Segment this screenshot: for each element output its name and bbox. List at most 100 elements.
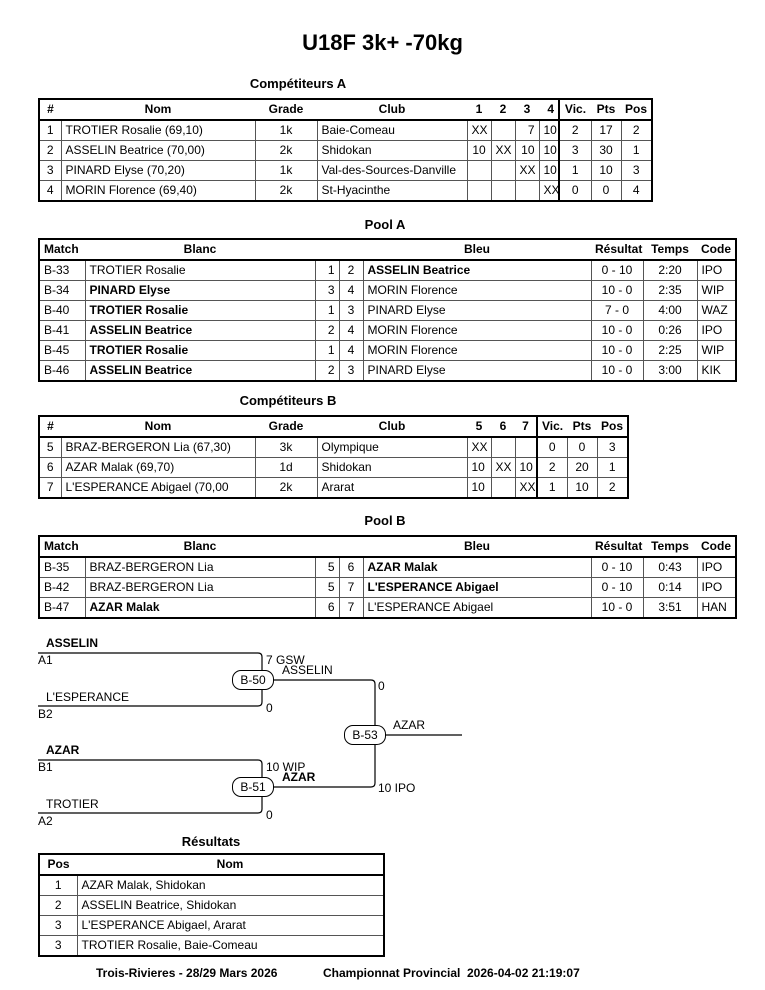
table-cell: 2: [536, 457, 568, 478]
column-header: Blanc: [85, 239, 315, 261]
table-row[interactable]: B-47 AZAR Malak 6 7 L'ESPERANCE Abigael 10 - …: [38, 597, 737, 619]
match-b53-pill[interactable]: B-53: [344, 725, 386, 745]
pool-a-title: Pool A: [364, 217, 406, 232]
table-cell: TROTIER Rosalie: [84, 300, 316, 321]
table-cell: St-Hyacinthe: [316, 180, 468, 202]
column-header: Nom: [61, 416, 255, 438]
column-header: Club: [317, 99, 467, 121]
competitors-a-title: Compétiteurs A: [249, 76, 347, 91]
table-cell: XX: [490, 457, 516, 478]
table-cell: 1: [38, 874, 78, 896]
header-row: Match Blanc Bleu Résultat Temps Code: [39, 239, 736, 261]
table-cell: 20: [566, 457, 598, 478]
table-cell: 1: [596, 457, 629, 478]
table-cell: 1: [558, 160, 592, 181]
column-header: Vic.: [558, 99, 591, 121]
column-header: 1: [467, 99, 491, 121]
competitors-b-title: Compétiteurs B: [239, 393, 337, 408]
table-cell: 2:35: [642, 280, 698, 301]
column-header: Pos: [621, 99, 652, 121]
table-cell: TROTIER Rosalie, Baie-Comeau: [76, 935, 385, 957]
table-cell: WIP: [696, 280, 737, 301]
table-cell: KIK: [696, 360, 737, 382]
table-cell: 1k: [254, 119, 318, 141]
m2-bottom-score: 0: [266, 808, 273, 822]
column-header: Temps: [643, 536, 697, 558]
table-row[interactable]: B-40 TROTIER Rosalie 1 3 PINARD Elyse 7 - 0 4:…: [38, 300, 737, 321]
match-b51-pill[interactable]: B-51: [232, 777, 274, 797]
final-top-score: 0: [378, 679, 385, 693]
table-cell: HAN: [696, 597, 737, 619]
table-cell: Ararat: [316, 477, 468, 499]
column-header: Pos: [597, 416, 628, 438]
table-row[interactable]: 3 TROTIER Rosalie, Baie-Comeau: [38, 935, 385, 957]
column-header: Résultat: [591, 536, 643, 558]
table-cell: L'ESPERANCE Abigael, Ararat: [76, 915, 385, 936]
table-cell: AZAR Malak, Shidokan: [76, 874, 385, 896]
table-cell: 30: [590, 140, 622, 161]
table-cell: 10: [538, 119, 560, 141]
table-row[interactable]: B-34 PINARD Elyse 3 4 MORIN Florence 10 - 0 2:…: [38, 280, 737, 301]
m1-bottom-score: 0: [266, 701, 273, 715]
table-cell: 2: [596, 477, 629, 499]
header-row: # Nom Grade Club 1 2 3 4 Vic. Pts Pos: [39, 99, 652, 121]
table-cell: 10 - 0: [590, 340, 644, 361]
column-header: Bleu: [363, 239, 591, 261]
table-row[interactable]: 1 TROTIER Rosalie (69,10) 1k Baie-Comeau XX 7…: [38, 119, 653, 141]
column-header: Pts: [567, 416, 597, 438]
final-winner: AZAR: [393, 718, 426, 732]
column-header: 5: [467, 416, 491, 438]
column-header: 6: [491, 416, 515, 438]
final-bottom-score: 10 IPO: [378, 781, 416, 795]
table-cell: 4:00: [642, 300, 698, 321]
m2-top-seed: B1: [38, 760, 53, 774]
table-cell: Val-des-Sources-Danville: [316, 160, 468, 181]
m2-bottom-name: TROTIER: [46, 797, 99, 811]
column-header: [339, 536, 363, 558]
footer-timestamp: 2026-04-02 21:19:07: [467, 966, 580, 980]
column-header: Club: [317, 416, 467, 438]
table-cell: 3: [38, 915, 78, 936]
table-cell: IPO: [696, 259, 737, 281]
table-cell: IPO: [696, 556, 737, 578]
table-cell: 7: [38, 477, 62, 499]
table-row[interactable]: 5 BRAZ-BERGERON Lia (67,30) 3k Olympique XX 0…: [38, 436, 629, 458]
m1-top-name: ASSELIN: [46, 636, 99, 650]
table-cell: ASSELIN Beatrice: [84, 360, 316, 382]
m2-winner: AZAR: [282, 770, 316, 784]
table-cell: BRAZ-BERGERON Lia: [84, 577, 316, 598]
column-header: [315, 536, 339, 558]
table-cell: MORIN Florence: [362, 340, 592, 361]
table-row[interactable]: 6 AZAR Malak (69,70) 1d Shidokan 10 XX 10 2 20 1: [38, 457, 629, 478]
table-cell: AZAR Malak (69,70): [60, 457, 256, 478]
table-row[interactable]: B-46 ASSELIN Beatrice 2 3 PINARD Elyse 10 - 0…: [38, 360, 737, 382]
table-cell: 2:25: [642, 340, 698, 361]
table-row[interactable]: 3 L'ESPERANCE Abigael, Ararat: [38, 915, 385, 936]
table-row[interactable]: 2 ASSELIN Beatrice (70,00) 2k Shidokan 10 XX 1…: [38, 140, 653, 161]
column-header: Pts: [591, 99, 621, 121]
table-row[interactable]: B-41 ASSELIN Beatrice 2 4 MORIN Florence 10 -…: [38, 320, 737, 341]
table-cell: 3: [38, 160, 62, 181]
table-cell: XX: [490, 140, 516, 161]
column-header: Match: [39, 239, 85, 261]
table-row[interactable]: 1 AZAR Malak, Shidokan: [38, 874, 385, 896]
table-row[interactable]: 2 ASSELIN Beatrice, Shidokan: [38, 895, 385, 916]
table-cell: L'ESPERANCE Abigael: [362, 577, 592, 598]
table-row[interactable]: 3 PINARD Elyse (70,20) 1k Val-des-Sources-D…: [38, 160, 653, 181]
table-cell: MORIN Florence (69,40): [60, 180, 256, 202]
table-cell: PINARD Elyse: [84, 280, 316, 301]
table-cell: AZAR Malak: [84, 597, 316, 619]
column-header: #: [39, 416, 61, 438]
table-row[interactable]: B-42 BRAZ-BERGERON Lia 5 7 L'ESPERANCE Abiga…: [38, 577, 737, 598]
table-cell: TROTIER Rosalie: [84, 340, 316, 361]
table-row[interactable]: B-45 TROTIER Rosalie 1 4 MORIN Florence 10 - …: [38, 340, 737, 361]
table-cell: BRAZ-BERGERON Lia (67,30): [60, 436, 256, 458]
table-cell: 2: [38, 895, 78, 916]
table-row[interactable]: 4 MORIN Florence (69,40) 2k St-Hyacinthe XX 0…: [38, 180, 653, 202]
results-title: Résultats: [181, 834, 241, 849]
match-b50-pill[interactable]: B-50: [232, 670, 274, 690]
table-row[interactable]: 7 L'ESPERANCE Abigael (70,00 2k Ararat 10 XX 1…: [38, 477, 629, 499]
table-cell: L'ESPERANCE Abigael (70,00: [60, 477, 256, 499]
table-cell: B-41: [38, 320, 86, 341]
competitors-a-table: # Nom Grade Club 1 2 3 4 Vic. Pts Pos 1 TROTIER Rosa…: [38, 98, 653, 202]
